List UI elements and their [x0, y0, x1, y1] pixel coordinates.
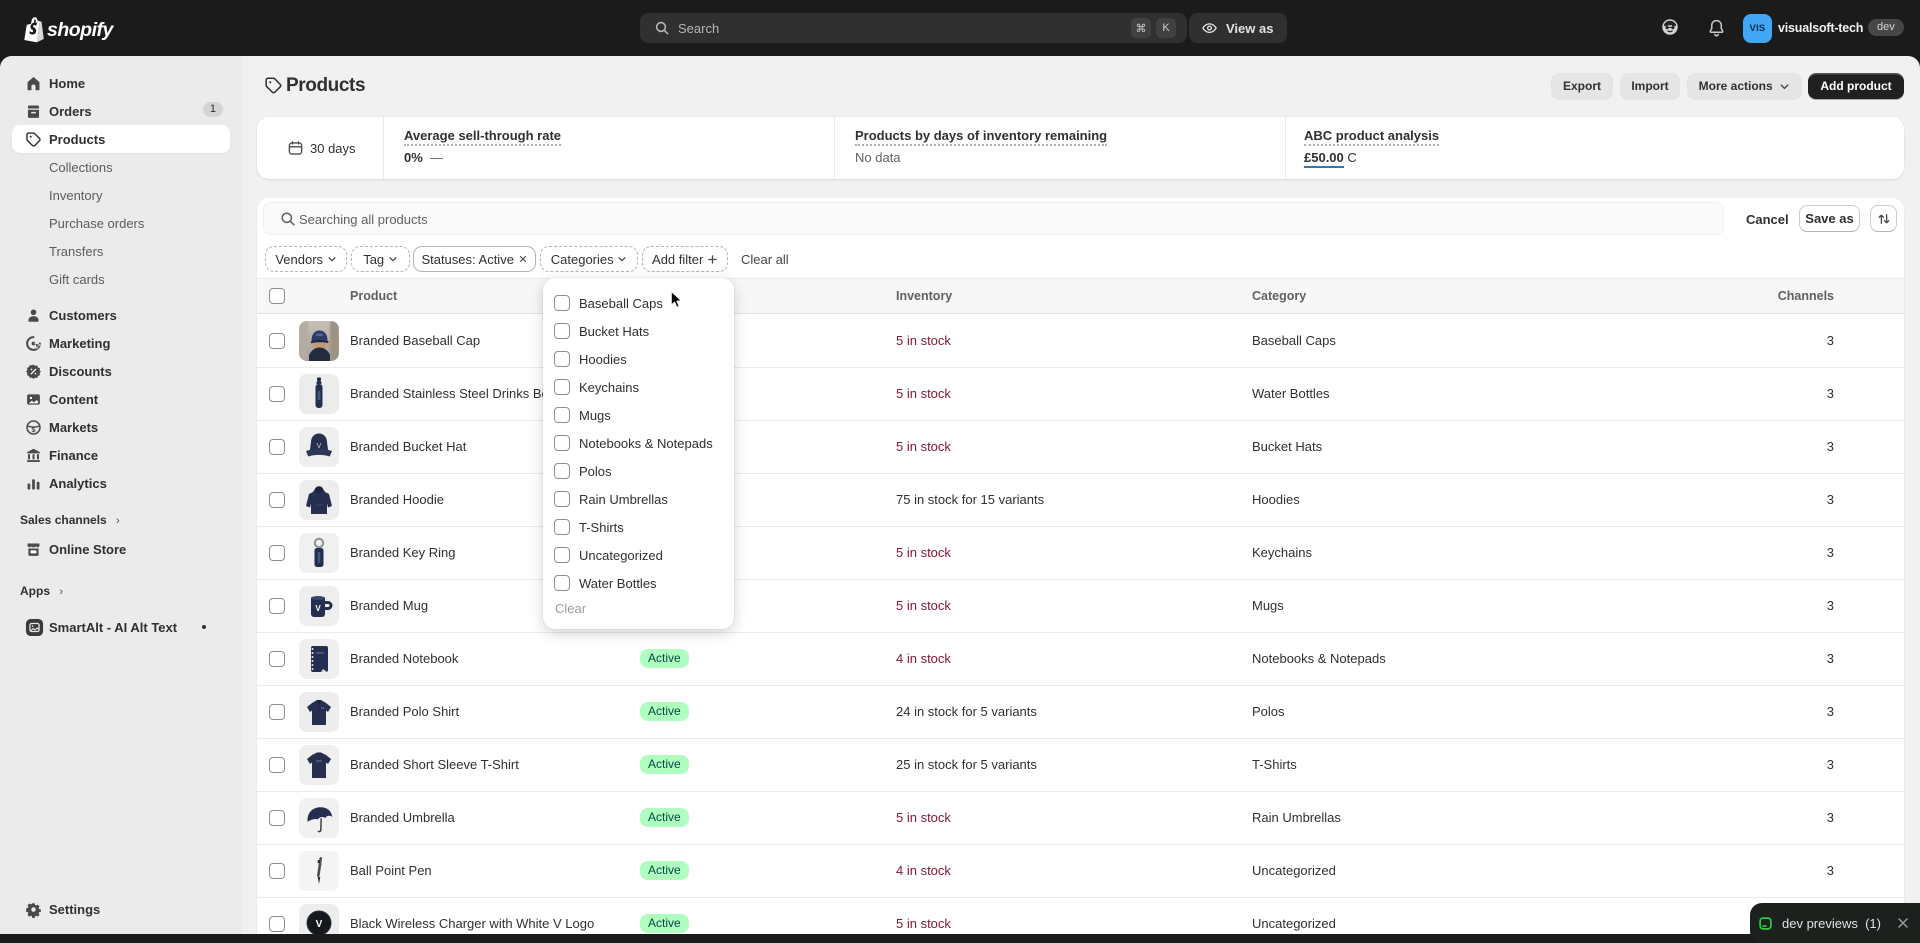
svg-text:V: V [317, 443, 322, 450]
svg-text:$: $ [31, 425, 35, 434]
svg-text:V: V [315, 604, 321, 613]
svg-text:V: V [316, 919, 323, 930]
svg-text:shopify: shopify [47, 19, 114, 41]
